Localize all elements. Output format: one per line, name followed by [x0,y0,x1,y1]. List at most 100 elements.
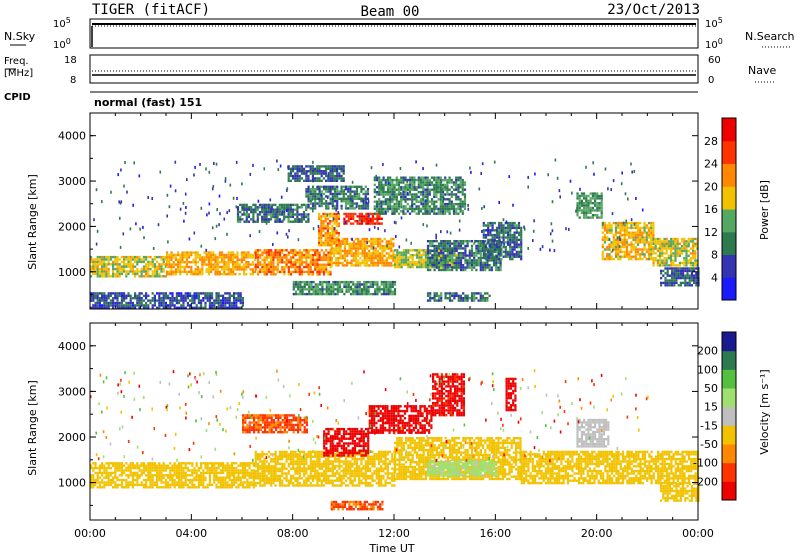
heatmap-cell [214,263,217,266]
heatmap-cell [428,188,431,191]
heatmap-cell [409,263,412,266]
heatmap-cell [170,253,173,257]
heatmap-cell [647,231,651,234]
heatmap-cell [390,237,393,241]
heatmap-cell [636,229,640,232]
heatmap-cell [338,280,342,284]
heatmap-cell [448,292,452,295]
heatmap-cell [393,193,396,196]
heatmap-cell [367,217,370,220]
scatter-echo [630,218,633,222]
scatter-echo [458,228,461,232]
heatmap-cell [358,292,361,296]
heatmap-cell [351,202,354,205]
heatmap-cell [513,238,516,242]
heatmap-cell [385,264,388,267]
scatter-echo [249,234,251,238]
heatmap-cell [337,247,340,250]
heatmap-cell [107,301,110,305]
heatmap-cell [654,237,657,241]
heatmap-cell [350,247,353,250]
heatmap-cell [457,205,460,208]
heatmap-cell [449,256,452,259]
heatmap-cell [353,192,356,196]
heatmap-cell [589,199,592,202]
heatmap-cell [338,165,341,168]
heatmap-cell [314,258,317,262]
heatmap-cell [350,245,353,248]
heatmap-cell [422,258,425,262]
heatmap-cell [285,265,288,269]
heatmap-cell [391,188,394,191]
heatmap-cell [316,270,319,274]
heatmap-cell [331,234,334,237]
heatmap-cell [298,270,301,274]
heatmap-cell [245,220,248,223]
heatmap-cell [162,301,165,305]
heatmap-cell [96,301,99,305]
heatmap-cell [636,257,640,261]
heatmap-cell [462,292,465,295]
heatmap-cell [389,188,392,191]
heatmap-cell [256,208,259,211]
heatmap-cell [333,195,337,198]
heatmap-cell [435,193,438,196]
heatmap-cell [393,178,396,182]
heatmap-cell [455,183,458,187]
heatmap-cell [330,261,333,265]
heatmap-cell [363,220,366,223]
scatter-echo [481,162,484,166]
heatmap-cell [127,304,130,307]
heatmap-cell [247,261,250,264]
heatmap-cell [267,268,271,271]
heatmap-cell [318,200,321,203]
heatmap-cell [92,292,95,295]
heatmap-cell [433,254,436,257]
heatmap-cell [634,241,637,244]
heatmap-cell [419,210,423,213]
heatmap-cell [341,290,344,293]
heatmap-cell [461,186,464,189]
heatmap-cell [619,226,622,230]
heatmap-cell [335,257,338,260]
heatmap-cell [281,268,284,271]
heatmap-cell [151,260,154,264]
heatmap-cell [426,264,430,267]
heatmap-cell [475,249,478,252]
heatmap-cell [459,242,463,245]
heatmap-cell [184,297,187,300]
heatmap-cell [499,264,502,267]
heatmap-cell [307,249,310,252]
heatmap-cell [200,292,203,295]
heatmap-cell [303,256,306,259]
heatmap-cell [395,195,398,199]
heatmap-cell [357,259,360,262]
heatmap-cell [182,301,185,305]
heatmap-cell [684,284,687,287]
heatmap-cell [168,270,171,273]
heatmap-cell [601,245,604,249]
heatmap-cell [411,186,414,189]
heatmap-cell [138,297,141,300]
heatmap-cell [190,253,193,257]
heatmap-cell [320,270,323,274]
noise-right-tick-top: 105 [705,16,723,30]
heatmap-cell [439,183,442,187]
heatmap-cell [353,185,356,188]
heatmap-cell [378,222,381,225]
heatmap-cell [181,270,184,273]
scatter-echo [183,219,185,223]
heatmap-cell [444,266,447,269]
heatmap-cell [451,252,454,255]
heatmap-cell [289,167,292,170]
heatmap-cell [374,237,377,241]
heatmap-cell [600,194,603,198]
heatmap-cell [90,466,93,470]
heatmap-cell [276,213,279,216]
heatmap-cell [296,268,299,271]
heatmap-cell [369,280,372,284]
heatmap-cell [168,265,171,269]
heatmap-cell [335,232,338,235]
heatmap-cell [419,178,423,182]
heatmap-cell [437,178,440,182]
